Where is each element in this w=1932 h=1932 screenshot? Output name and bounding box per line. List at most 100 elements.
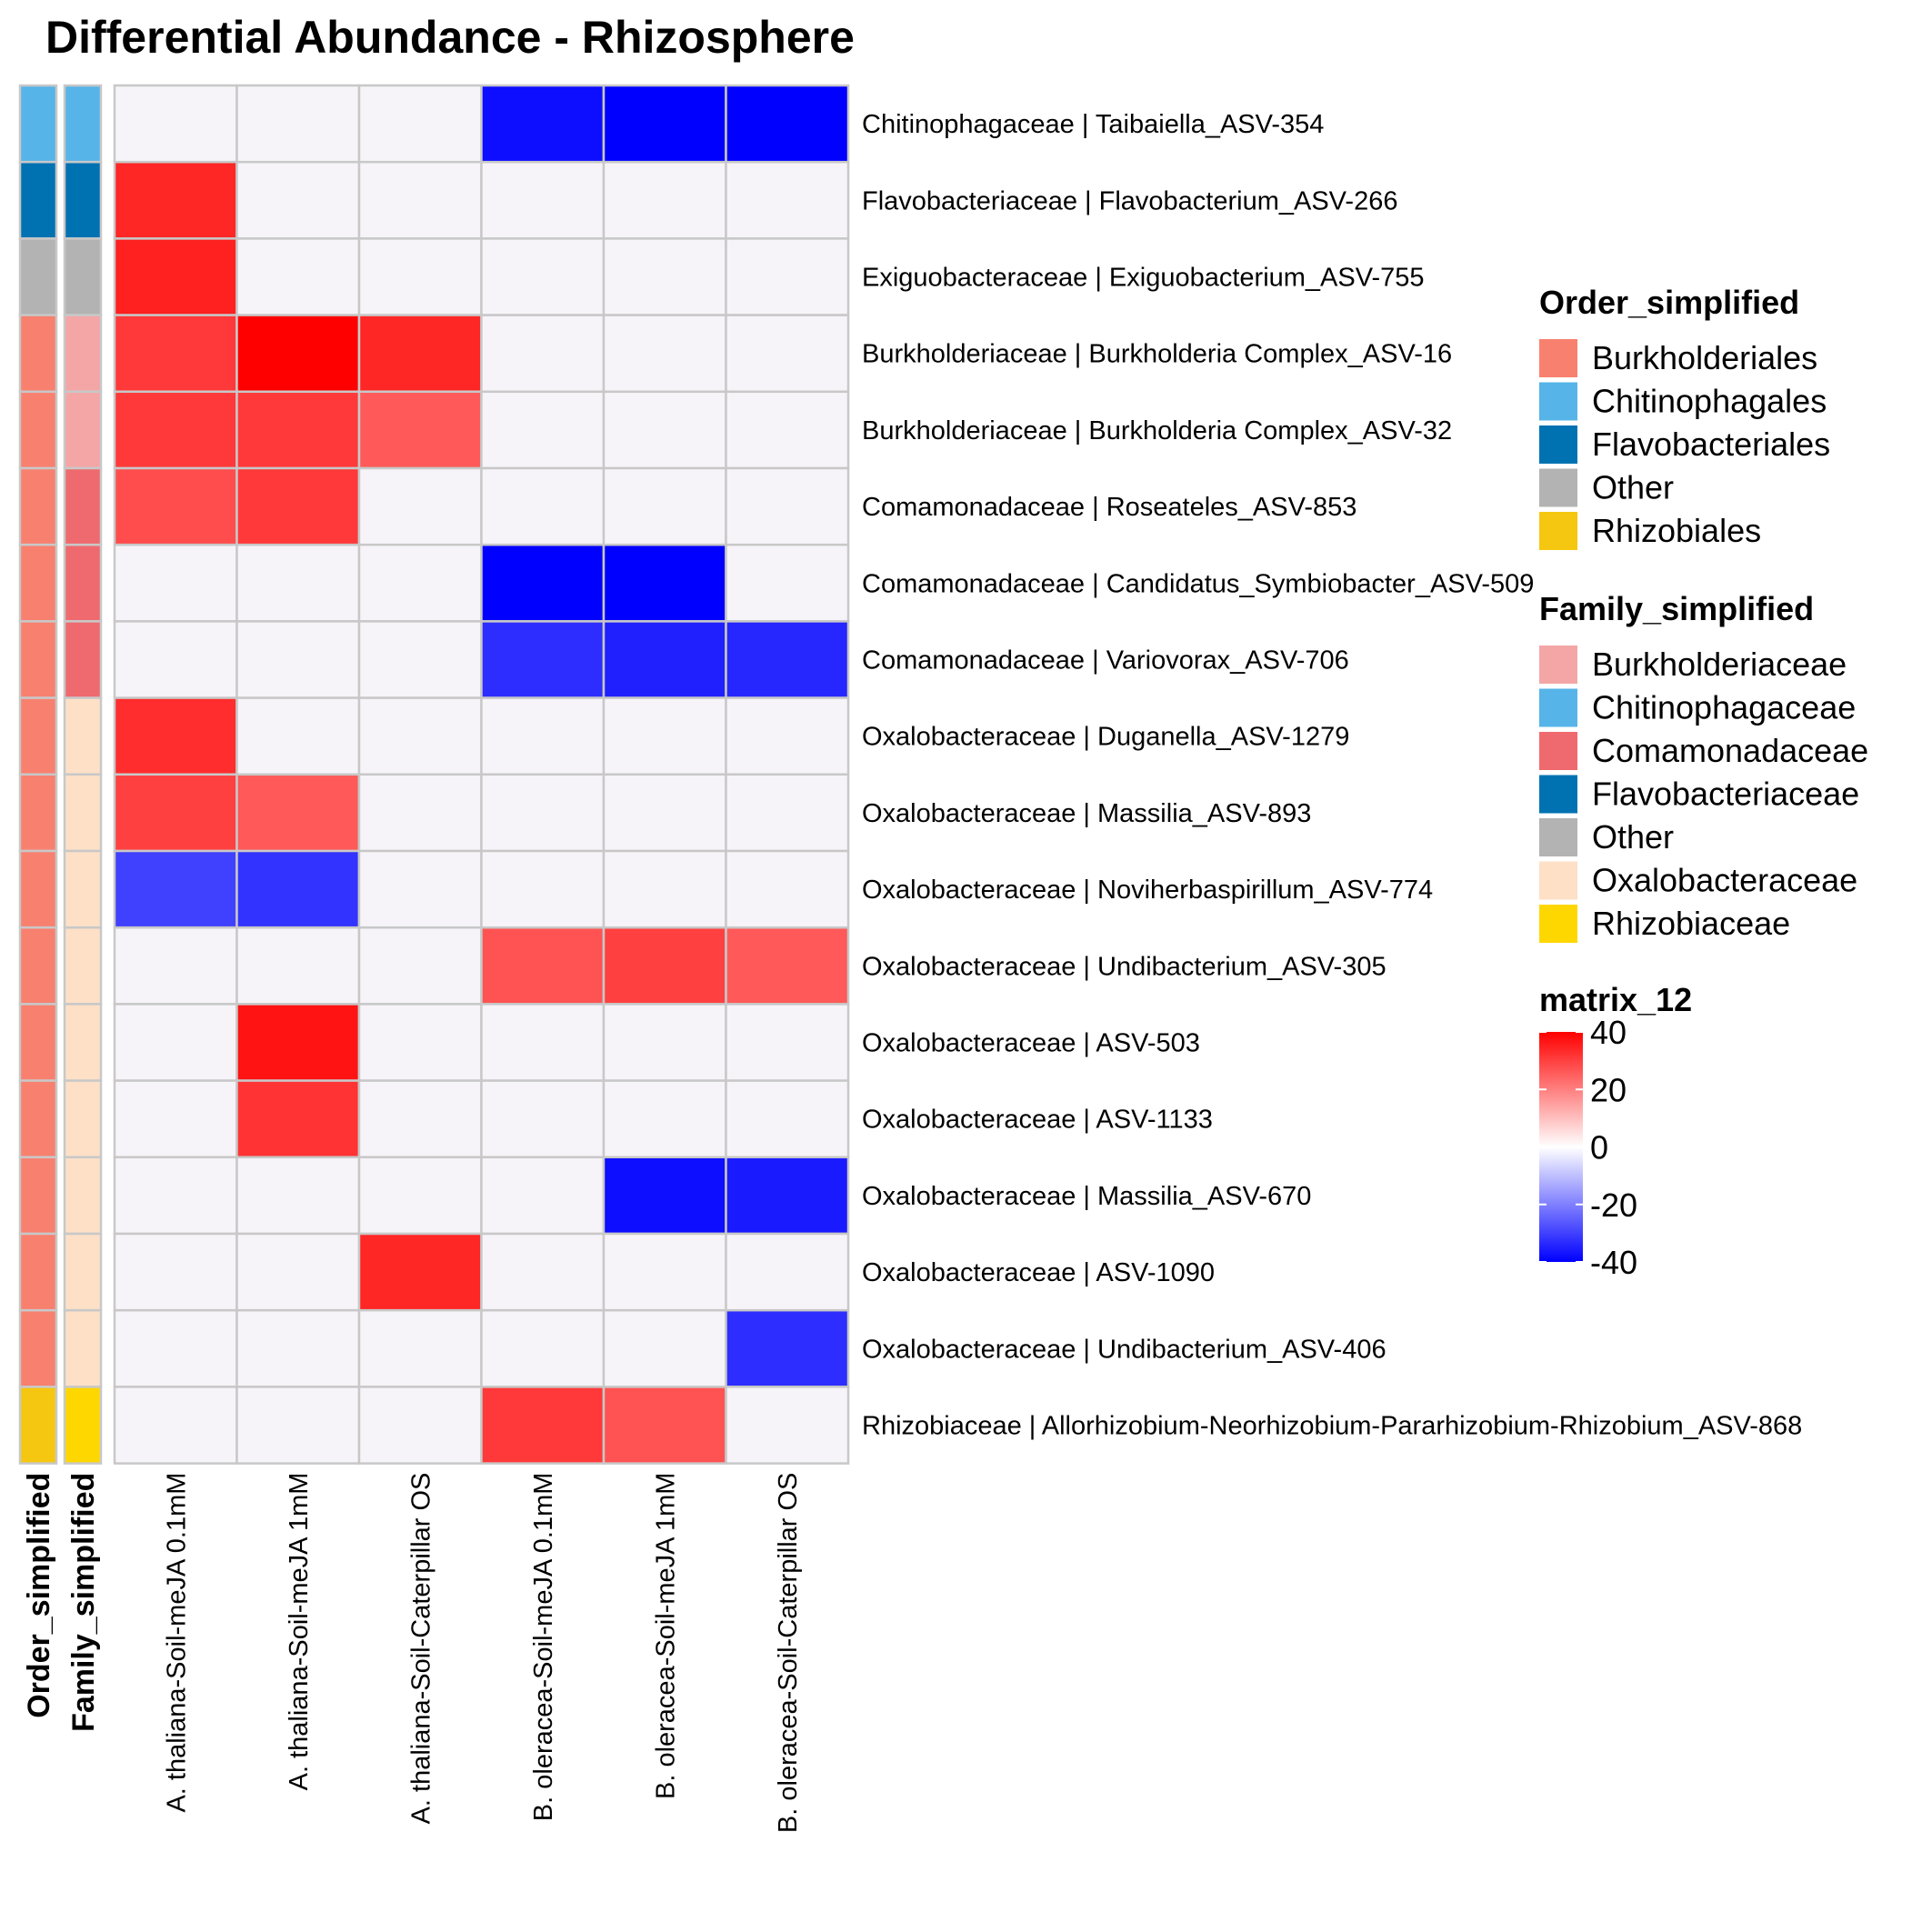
heatmap-cell (725, 160, 850, 240)
heatmap-cell (602, 1156, 727, 1236)
heatmap-cell (602, 849, 727, 929)
heatmap-cell (602, 1079, 727, 1159)
row-label: Oxalobacteraceae | ASV-1090 (862, 1258, 1215, 1287)
annotation-cell-order-simplified (18, 849, 58, 929)
row-label: Comamonadaceae | Roseateles_ASV-853 (862, 493, 1356, 522)
heatmap-cell (725, 466, 850, 546)
heatmap-cell (602, 84, 727, 164)
row-label: Oxalobacteraceae | Duganella_ASV-1279 (862, 723, 1349, 752)
colorbar-tick-label: 40 (1590, 1014, 1627, 1051)
legend-label: Rhizobiales (1592, 512, 1761, 549)
heatmap-cell (235, 314, 361, 394)
colorbar-title: matrix_12 (1539, 981, 1692, 1018)
heatmap-cell (357, 237, 483, 316)
heatmap-cell (480, 1079, 606, 1159)
heatmap-cell (602, 543, 727, 623)
heatmap-cell (725, 237, 850, 316)
heatmap-cell (235, 773, 361, 853)
annotation-cell-family-simplified (63, 543, 103, 623)
heatmap-cell (725, 1079, 850, 1159)
row-label: Comamonadaceae | Variovorax_ASV-706 (862, 646, 1349, 676)
row-annotation-tracks: Order_simplified Family_simplified (18, 84, 103, 1732)
row-label: Comamonadaceae | Candidatus_Symbiobacter… (862, 569, 1534, 598)
annotation-cell-family-simplified (63, 849, 103, 929)
heatmap-cell (725, 1003, 850, 1082)
heatmap-cell (602, 620, 727, 699)
annotation-cell-family-simplified (63, 1308, 103, 1388)
annotation-cell-family-simplified (63, 696, 103, 776)
heatmap-cell (113, 237, 238, 316)
heatmap-cell (602, 773, 727, 853)
heatmap-cell (235, 1156, 361, 1236)
legend-swatch (1539, 905, 1577, 943)
annotation-cell-order-simplified (18, 696, 58, 776)
heatmap-cells (113, 84, 850, 1465)
heatmap-cell (357, 314, 483, 394)
heatmap-cell (725, 1232, 850, 1312)
annotation-cell-family-simplified (63, 1386, 103, 1465)
heatmap-cell (480, 237, 606, 316)
heatmap-cell (725, 314, 850, 394)
legend-swatch (1539, 512, 1577, 550)
column-label: A. thaliana-Soil-Caterpillar OS (406, 1473, 435, 1825)
heatmap-cell (357, 1232, 483, 1312)
colorbar-tick-label: 20 (1590, 1071, 1627, 1108)
colorbar-tick-label: -40 (1590, 1244, 1637, 1281)
heatmap-cell (602, 314, 727, 394)
heatmap-cell (235, 1232, 361, 1312)
legend-title: Family_simplified (1539, 590, 1814, 627)
chart-title: Differential Abundance - Rhizosphere (45, 12, 855, 63)
heatmap-cell (725, 1386, 850, 1465)
legend-swatch (1539, 468, 1577, 507)
heatmap-cell (480, 773, 606, 853)
annotation-cell-order-simplified (18, 160, 58, 240)
heatmap-cell (235, 237, 361, 316)
legend-label: Burkholderiales (1592, 339, 1817, 376)
legend-swatch (1539, 861, 1577, 900)
heatmap-cell (357, 926, 483, 1006)
heatmap-cell (357, 1156, 483, 1236)
row-label: Oxalobacteraceae | Noviherbaspirillum_AS… (862, 876, 1433, 905)
legend-swatch (1539, 775, 1577, 814)
legend-label: Oxalobacteraceae (1592, 862, 1857, 899)
heatmap-cell (357, 773, 483, 853)
annotation-cell-family-simplified (63, 1003, 103, 1082)
heatmap-cell (113, 466, 238, 546)
column-label: B. oleracea-Soil-meJA 0.1mM (529, 1473, 558, 1822)
heatmap-cell (113, 849, 238, 929)
heatmap-cell (480, 620, 606, 699)
heatmap-cell (357, 696, 483, 776)
annotation-cell-order-simplified (18, 84, 58, 164)
heatmap-cell (602, 1308, 727, 1388)
heatmap-cell (602, 237, 727, 316)
heatmap-cell (113, 84, 238, 164)
heatmap-cell (480, 1308, 606, 1388)
annotation-cell-family-simplified (63, 926, 103, 1006)
row-labels: Chitinophagaceae | Taibaiella_ASV-354 Fla… (862, 110, 1802, 1440)
heatmap-cell (480, 84, 606, 164)
heatmap-cell (480, 1232, 606, 1312)
column-label: B. oleracea-Soil-Caterpillar OS (774, 1473, 803, 1833)
legend-swatch (1539, 818, 1577, 856)
heatmap-cell (235, 466, 361, 546)
heatmap-cell (602, 1386, 727, 1465)
heatmap-cell (725, 696, 850, 776)
heatmap-cell (480, 1156, 606, 1236)
heatmap-cell (113, 1308, 238, 1388)
heatmap-cell (480, 926, 606, 1006)
heatmap-cell (113, 390, 238, 470)
legends: Order_simplified Burkholderiales Chitinoph… (1539, 284, 1868, 943)
heatmap-cell (113, 160, 238, 240)
annotation-cell-family-simplified (63, 1079, 103, 1159)
heatmap-cell (113, 1156, 238, 1236)
annotation-cell-family-simplified (63, 1156, 103, 1236)
heatmap-cell (357, 466, 483, 546)
legend-label: Other (1592, 818, 1674, 856)
heatmap-cell (357, 543, 483, 623)
heatmap-cell (725, 84, 850, 164)
legend-label: Flavobacteriales (1592, 425, 1830, 463)
heatmap-cell (357, 1079, 483, 1159)
annotation-cell-family-simplified (63, 1232, 103, 1312)
annotation-cell-family-simplified (63, 466, 103, 546)
